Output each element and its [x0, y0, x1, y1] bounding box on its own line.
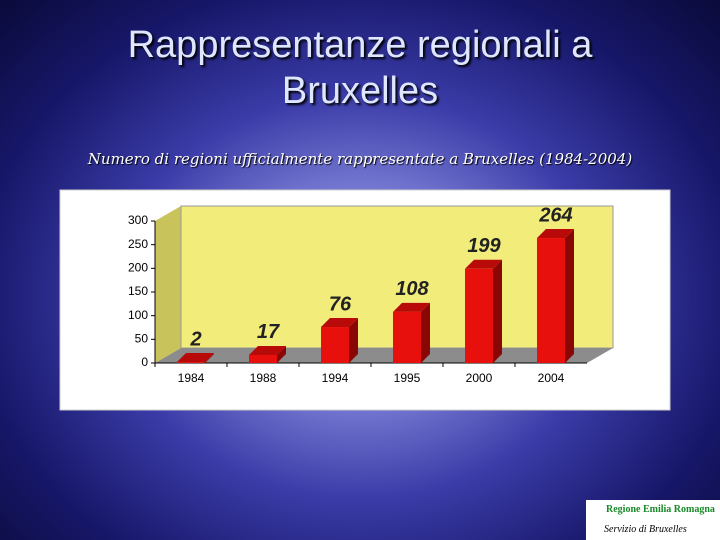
- x-tick-label: 1995: [394, 371, 421, 385]
- bar: [537, 238, 565, 363]
- bar: [249, 354, 277, 363]
- y-tick-label: 50: [135, 332, 149, 346]
- bar-top: [249, 345, 286, 355]
- bar-side: [205, 353, 214, 363]
- subtitle: Numero di regioni ufficialmente rapprese…: [87, 150, 633, 168]
- logo-caption: Servizio di Bruxelles: [604, 524, 687, 535]
- logo-name: Regione Emilia Romagna: [606, 504, 715, 515]
- y-tick-label: 250: [128, 237, 148, 251]
- data-label: 264: [538, 204, 572, 226]
- bar-top: [393, 302, 430, 312]
- bar: [177, 362, 205, 363]
- x-tick-label: 2004: [538, 371, 565, 385]
- y-tick-label: 0: [141, 355, 148, 369]
- bar-top: [177, 353, 214, 363]
- bar: [393, 311, 421, 363]
- bar-side: [493, 259, 502, 363]
- x-tick-label: 2000: [466, 371, 493, 385]
- y-tick-label: 300: [128, 213, 148, 227]
- slide-title: Rappresentanze regionali a Bruxelles: [127, 24, 593, 112]
- logo: Regione Emilia Romagna Servizio di Bruxe…: [586, 500, 720, 540]
- y-tick-label: 150: [128, 284, 148, 298]
- bar-top: [465, 259, 502, 269]
- bar: [465, 268, 493, 363]
- y-tick-label: 100: [128, 308, 148, 322]
- x-tick-label: 1984: [178, 371, 205, 385]
- bar-side: [277, 345, 286, 363]
- bar-side: [421, 302, 430, 363]
- data-label: 76: [329, 293, 352, 315]
- data-label: 2: [189, 328, 201, 350]
- bar-top: [537, 229, 574, 239]
- back-wall: [155, 206, 181, 363]
- x-tick-label: 1988: [250, 371, 277, 385]
- data-label: 199: [467, 235, 501, 257]
- bar-side: [565, 229, 574, 363]
- data-label: 17: [257, 321, 280, 343]
- x-tick-label: 1994: [322, 371, 349, 385]
- bar: [321, 327, 349, 363]
- data-label: 108: [395, 278, 429, 300]
- y-tick-label: 200: [128, 261, 148, 275]
- bar-side: [349, 318, 358, 363]
- bar-top: [321, 318, 358, 328]
